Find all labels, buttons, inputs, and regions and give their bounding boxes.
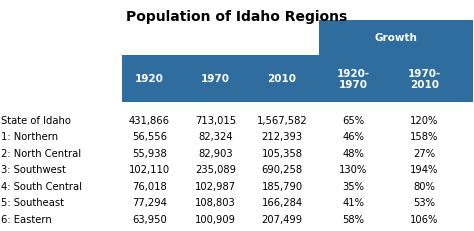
Text: Growth: Growth [374,33,417,43]
Text: 1: Northern: 1: Northern [1,132,58,142]
Text: 235,089: 235,089 [195,164,236,174]
Text: 1,567,582: 1,567,582 [256,115,308,125]
Text: 82,324: 82,324 [198,132,233,142]
Text: 3: Southwest: 3: Southwest [1,164,66,174]
Text: 100,909: 100,909 [195,214,236,224]
Text: 158%: 158% [410,132,438,142]
Text: 63,950: 63,950 [132,214,167,224]
Text: 431,866: 431,866 [129,115,170,125]
Text: 46%: 46% [342,132,364,142]
Text: 41%: 41% [342,197,364,207]
Text: 106%: 106% [410,214,438,224]
Text: 2: North Central: 2: North Central [1,148,81,158]
Text: 76,018: 76,018 [132,181,167,191]
Text: 102,110: 102,110 [129,164,170,174]
Text: 65%: 65% [342,115,364,125]
Text: 1970-
2010: 1970- 2010 [408,68,441,90]
Text: 55,938: 55,938 [132,148,167,158]
Text: 185,790: 185,790 [262,181,302,191]
Text: 108,803: 108,803 [195,197,236,207]
Text: 212,393: 212,393 [262,132,302,142]
Text: 1970: 1970 [201,74,230,84]
Bar [319,21,473,55]
Text: 53%: 53% [413,197,435,207]
Text: 56,556: 56,556 [132,132,167,142]
Text: 194%: 194% [410,164,438,174]
Text: 166,284: 166,284 [262,197,302,207]
Text: 6: Eastern: 6: Eastern [1,214,52,224]
Text: 713,015: 713,015 [195,115,236,125]
Text: 48%: 48% [342,148,364,158]
Text: 82,903: 82,903 [198,148,233,158]
Text: 1920-
1970: 1920- 1970 [337,68,370,90]
Bar [122,55,319,103]
Text: 1920: 1920 [135,74,164,84]
Text: Population of Idaho Regions: Population of Idaho Regions [127,10,347,24]
Text: 4: South Central: 4: South Central [1,181,82,191]
Text: 58%: 58% [342,214,364,224]
Text: 690,258: 690,258 [262,164,302,174]
Text: 77,294: 77,294 [132,197,167,207]
Text: 102,987: 102,987 [195,181,236,191]
Text: State of Idaho: State of Idaho [1,115,71,125]
Text: 35%: 35% [342,181,364,191]
Text: 5: Southeast: 5: Southeast [1,197,64,207]
Text: 120%: 120% [410,115,438,125]
Text: 2010: 2010 [267,74,297,84]
Text: 130%: 130% [339,164,367,174]
Text: 27%: 27% [413,148,435,158]
Text: 105,358: 105,358 [262,148,302,158]
Text: 80%: 80% [413,181,435,191]
Bar [319,55,473,103]
Text: 207,499: 207,499 [262,214,302,224]
